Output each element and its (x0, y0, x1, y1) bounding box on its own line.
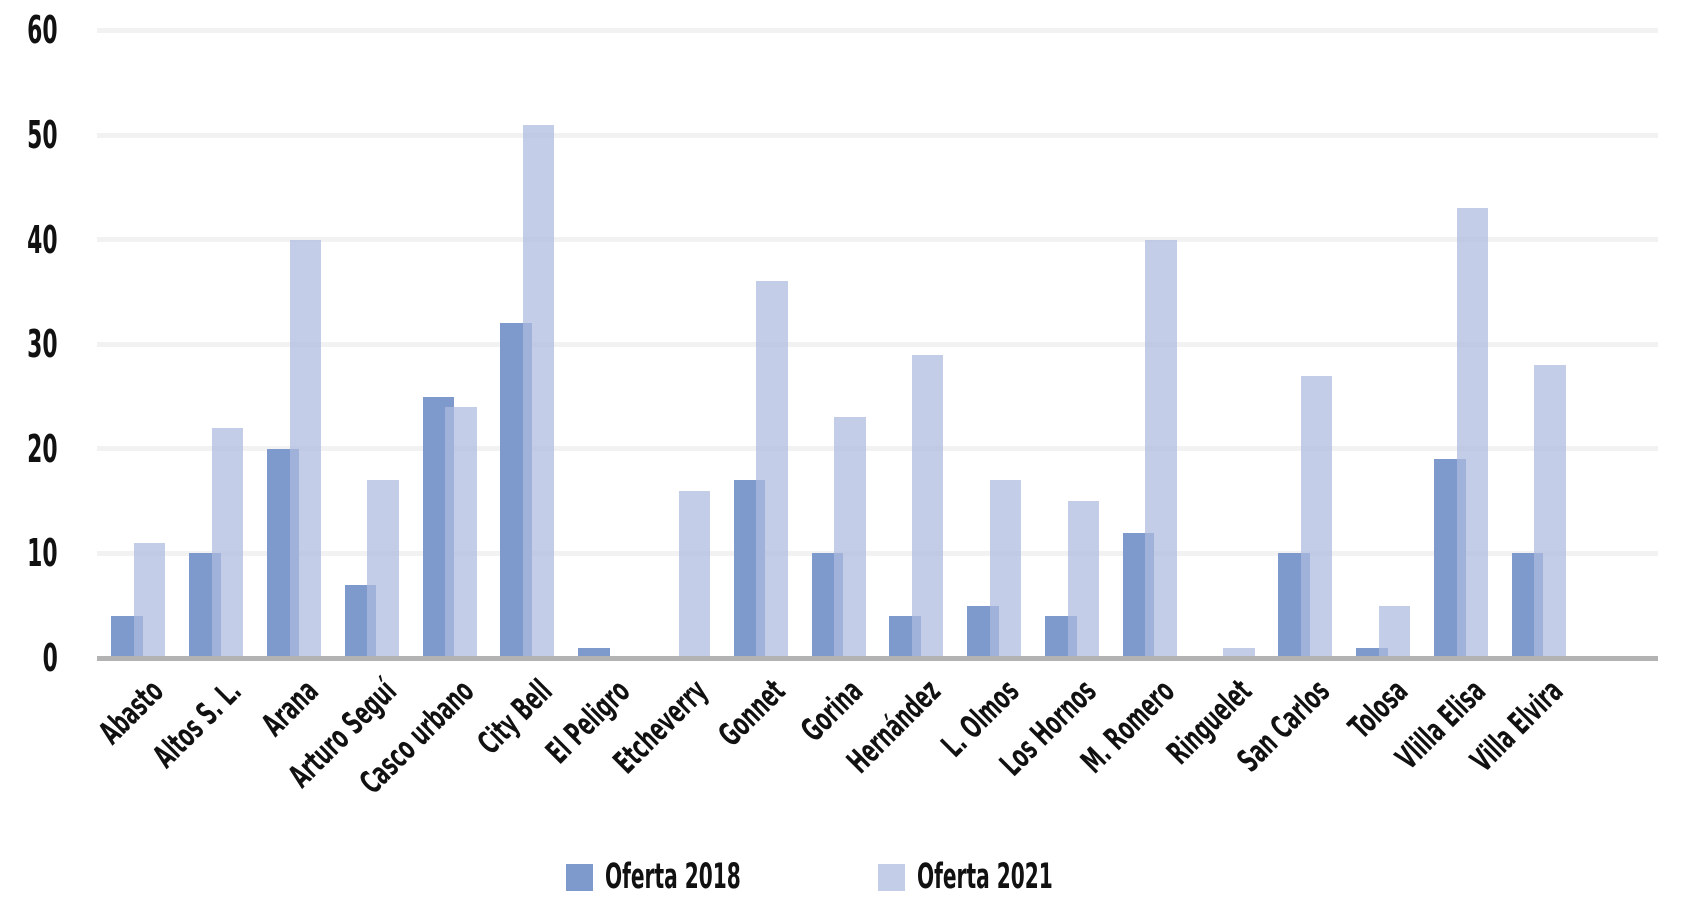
bar-2021-arana (289, 239, 321, 658)
x-axis-line (97, 656, 1658, 661)
legend-label-2018: Oferta 2018 (605, 857, 742, 897)
legend-item-oferta-2018: Oferta 2018 (566, 857, 817, 897)
y-tick-text: 0 (42, 636, 58, 680)
y-tick-label-20: 20 (0, 429, 58, 469)
gridline-40 (97, 237, 1658, 243)
bar-2021-arturo-segu- (367, 480, 399, 658)
y-tick-label-50: 50 (0, 115, 58, 155)
gridline-30 (97, 341, 1658, 347)
x-label-arana: Arana (254, 671, 326, 744)
y-tick-text: 20 (27, 426, 58, 471)
y-tick-text: 50 (27, 113, 58, 157)
bar-2021-los-hornos (1067, 501, 1099, 658)
bar-2021-tolosa (1378, 605, 1411, 658)
legend-swatch-2018-icon (566, 863, 594, 891)
y-tick-label-30: 30 (0, 324, 58, 364)
y-tick-label-0: 0 (0, 638, 58, 678)
gridline-60 (97, 27, 1658, 33)
bar-2021-m-romero (1145, 239, 1177, 658)
bar-2021-hern-ndez (911, 354, 944, 658)
gridline-20 (97, 446, 1658, 452)
gridline-50 (97, 132, 1658, 138)
y-tick-label-40: 40 (0, 220, 58, 260)
bar-2021-gorina (834, 417, 866, 658)
bar-2021-city-bell (522, 124, 555, 658)
bar-2021-san-carlos (1300, 375, 1333, 658)
y-tick-text: 10 (27, 531, 58, 576)
legend-item-oferta-2021: Oferta 2021 (877, 857, 1129, 897)
y-tick-text: 60 (27, 8, 58, 53)
bar-2021-villa-elvira (1534, 365, 1566, 658)
x-label-gonnet: Gonnet (710, 671, 793, 754)
y-tick-label-60: 60 (0, 10, 58, 50)
bar-2021-gonnet (756, 281, 788, 658)
bar-2018-el-peligro (578, 647, 610, 658)
bar-2021-l-olmos (989, 480, 1022, 658)
legend: Oferta 2018 Oferta 2021 (0, 852, 1695, 902)
bar-2021-etcheverry (678, 490, 710, 658)
bar-2021-vlilla-elisa (1456, 208, 1488, 658)
bar-2021-abasto (133, 542, 166, 658)
bar-2021-casco-urbano (445, 407, 477, 658)
y-tick-label-10: 10 (0, 533, 58, 573)
y-tick-text: 30 (27, 322, 58, 367)
y-tick-text: 40 (27, 217, 58, 262)
legend-label-2021: Oferta 2021 (916, 857, 1053, 897)
gridline-10 (97, 550, 1658, 556)
bar-2018-tolosa (1356, 647, 1388, 658)
bar-2021-ringuelet (1223, 647, 1255, 658)
legend-swatch-2021-icon (877, 863, 905, 891)
bar-2021-altos-s-l- (211, 427, 244, 658)
